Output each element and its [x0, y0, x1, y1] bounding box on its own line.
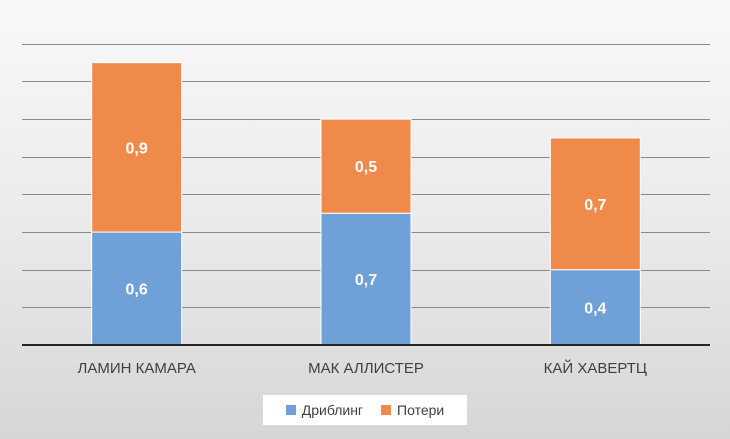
legend-item-losses: Потери — [381, 402, 444, 418]
category-label: МАК АЛЛИСТЕР — [308, 360, 424, 377]
legend-label-dribbling: Дриблинг — [301, 402, 364, 418]
data-label-dribbling: 0,4 — [584, 300, 606, 317]
legend-swatch-dribbling — [285, 405, 296, 415]
legend: Дриблинг Потери — [263, 395, 467, 425]
data-label-dribbling: 0,6 — [126, 282, 148, 299]
bar-losses — [549, 137, 641, 271]
legend-swatch-losses — [381, 405, 392, 415]
legend-label-losses: Потери — [397, 402, 445, 418]
data-label-losses: 0,9 — [126, 140, 148, 157]
bar-dribbling — [549, 269, 641, 346]
bar-dribbling — [91, 231, 183, 346]
bar-dribbling — [320, 212, 412, 346]
category-label: ЛАМИН КАМАРА — [77, 360, 195, 377]
data-label-losses: 0,7 — [584, 197, 606, 214]
legend-item-dribbling: Дриблинг — [285, 402, 364, 418]
data-label-losses: 0,5 — [355, 159, 377, 176]
bar-losses — [91, 62, 183, 233]
category-label: КАЙ ХАВЕРТЦ — [544, 359, 647, 377]
data-label-dribbling: 0,7 — [355, 272, 377, 289]
bar-losses — [320, 118, 412, 214]
